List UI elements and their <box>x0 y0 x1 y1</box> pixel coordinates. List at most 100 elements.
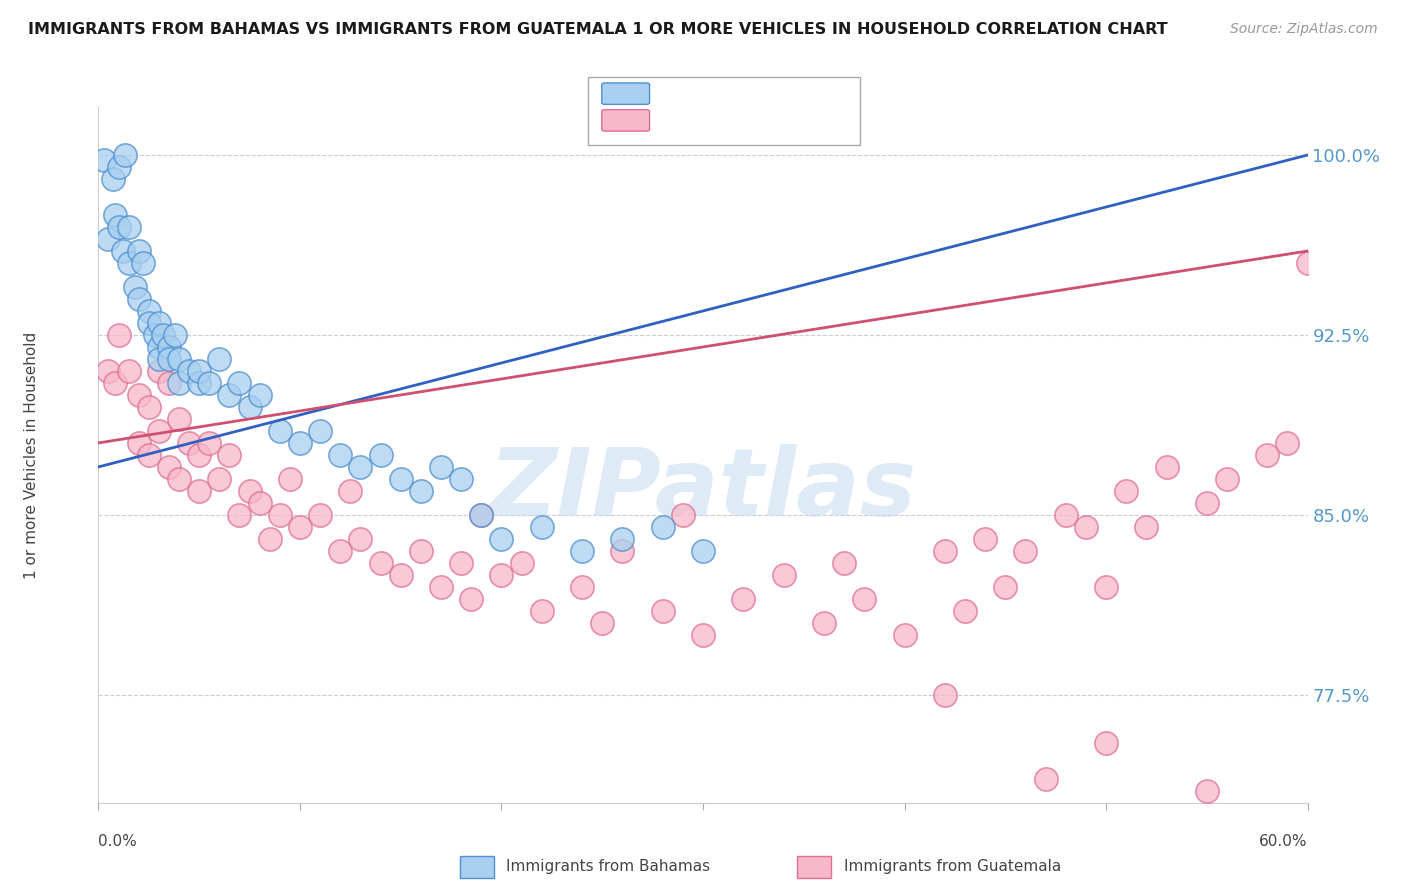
Point <box>208 351 231 366</box>
Point <box>107 328 129 343</box>
Point <box>934 544 956 558</box>
Point <box>188 376 211 390</box>
Point <box>148 316 170 330</box>
Point <box>132 256 155 270</box>
Point <box>612 532 634 546</box>
Point <box>198 376 221 390</box>
Point <box>1035 772 1057 786</box>
Point <box>651 520 673 534</box>
Point <box>179 364 201 378</box>
Point <box>167 472 190 486</box>
Point <box>278 472 301 486</box>
Point <box>450 472 472 486</box>
Point <box>152 328 174 343</box>
Point <box>143 328 166 343</box>
Point <box>389 567 412 582</box>
Point <box>1195 496 1218 510</box>
Point <box>118 219 141 234</box>
Point <box>349 532 371 546</box>
Point <box>510 556 533 570</box>
Point <box>167 351 190 366</box>
Point <box>953 604 976 618</box>
Point <box>329 544 352 558</box>
Point <box>198 436 221 450</box>
Point <box>692 628 714 642</box>
Point <box>1277 436 1299 450</box>
Point <box>138 316 160 330</box>
Point <box>460 591 482 606</box>
Point <box>157 340 180 354</box>
Point <box>339 483 361 498</box>
Point <box>934 688 956 702</box>
Point <box>148 340 170 354</box>
Point <box>651 604 673 618</box>
Point <box>239 483 262 498</box>
Point <box>148 364 170 378</box>
Point <box>1156 459 1178 474</box>
Point <box>309 508 332 522</box>
Point <box>974 532 997 546</box>
Point <box>288 520 311 534</box>
Point <box>491 567 513 582</box>
Point <box>167 376 190 390</box>
Point <box>128 244 150 258</box>
Point <box>97 232 120 246</box>
Point <box>591 615 613 630</box>
Point <box>128 292 150 306</box>
Text: ZIPatlas: ZIPatlas <box>489 443 917 536</box>
Point <box>114 148 136 162</box>
Point <box>228 376 250 390</box>
Point <box>409 483 432 498</box>
Point <box>107 160 129 174</box>
Point <box>430 459 453 474</box>
Text: IMMIGRANTS FROM BAHAMAS VS IMMIGRANTS FROM GUATEMALA 1 OR MORE VEHICLES IN HOUSE: IMMIGRANTS FROM BAHAMAS VS IMMIGRANTS FR… <box>28 22 1168 37</box>
Point <box>269 424 291 438</box>
Text: Source: ZipAtlas.com: Source: ZipAtlas.com <box>1230 22 1378 37</box>
Text: R = 0.270   N = 73: R = 0.270 N = 73 <box>654 116 838 134</box>
Point <box>157 351 180 366</box>
Point <box>157 376 180 390</box>
Point <box>853 591 876 606</box>
Point <box>239 400 262 414</box>
Point <box>612 544 634 558</box>
Point <box>530 604 553 618</box>
Point <box>118 256 141 270</box>
Point <box>208 472 231 486</box>
Point <box>389 472 412 486</box>
Point <box>1095 580 1118 594</box>
Text: Immigrants from Bahamas: Immigrants from Bahamas <box>506 859 710 873</box>
Point <box>470 508 492 522</box>
Point <box>1256 448 1278 462</box>
Point <box>329 448 352 462</box>
Point <box>138 448 160 462</box>
Point <box>1115 483 1137 498</box>
Point <box>103 376 125 390</box>
Text: R = 0.424   N = 52: R = 0.424 N = 52 <box>654 91 838 109</box>
Point <box>128 388 150 402</box>
Point <box>994 580 1017 594</box>
Point <box>228 508 250 522</box>
Point <box>813 615 835 630</box>
Point <box>157 459 180 474</box>
Point <box>1296 256 1319 270</box>
Point <box>409 544 432 558</box>
Point <box>1054 508 1077 522</box>
Point <box>179 436 201 450</box>
Point <box>124 280 146 294</box>
Point <box>249 388 271 402</box>
Point <box>530 520 553 534</box>
Point <box>1135 520 1157 534</box>
Point <box>1195 784 1218 798</box>
Point <box>138 304 160 318</box>
Point <box>832 556 855 570</box>
Point <box>118 364 141 378</box>
Point <box>370 448 392 462</box>
Point <box>1074 520 1097 534</box>
Point <box>491 532 513 546</box>
Point <box>148 351 170 366</box>
Point <box>672 508 695 522</box>
Point <box>772 567 794 582</box>
Point <box>259 532 281 546</box>
Point <box>188 483 211 498</box>
Point <box>93 153 115 167</box>
